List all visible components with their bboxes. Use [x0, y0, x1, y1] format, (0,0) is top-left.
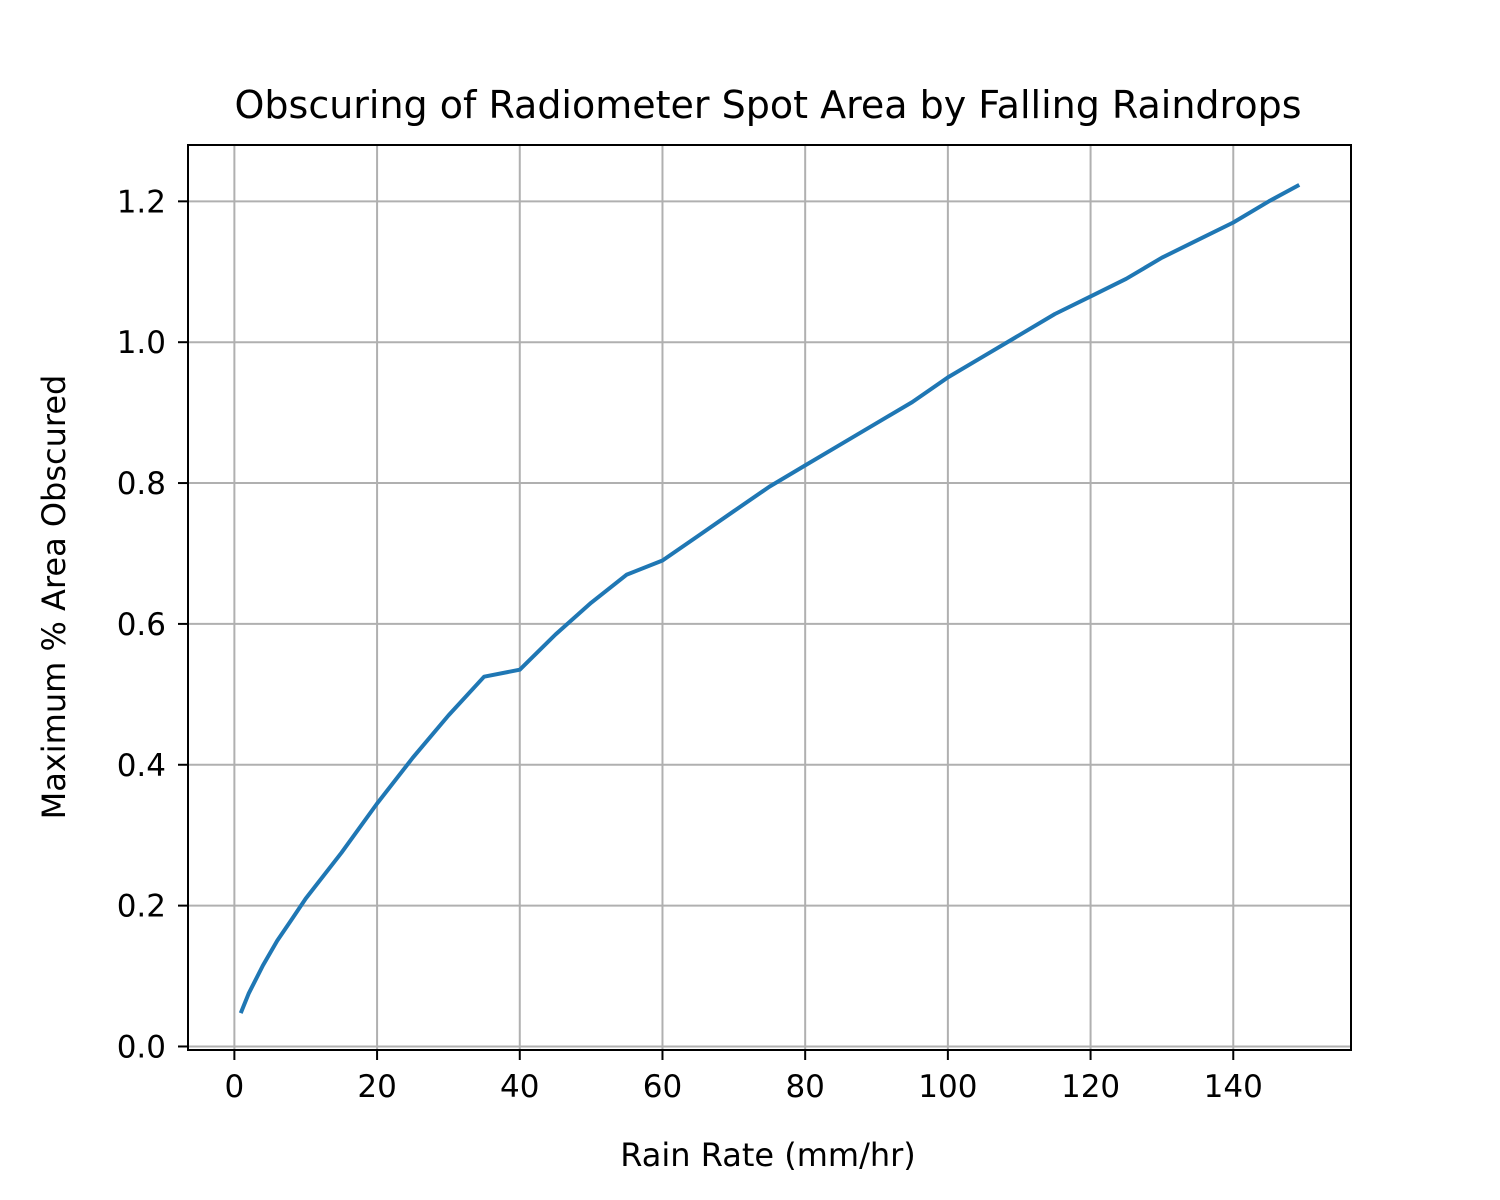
y-axis-label: Maximum % Area Obscured — [35, 375, 73, 820]
y-tick-label: 0.4 — [117, 748, 166, 784]
x-tick-label: 40 — [500, 1069, 539, 1105]
y-tick-label: 0.6 — [117, 607, 166, 643]
x-axis-ticks: 0 20 40 60 80 100 120 140 — [225, 1050, 1263, 1105]
x-tick-label: 20 — [357, 1069, 396, 1105]
chart-title: Obscuring of Radiometer Spot Area by Fal… — [234, 83, 1301, 127]
grid — [188, 145, 1351, 1050]
x-axis-label: Rain Rate (mm/hr) — [620, 1136, 916, 1174]
y-tick-label: 0.0 — [117, 1029, 166, 1065]
plot-frame — [187, 144, 1352, 1051]
y-tick-label: 1.2 — [117, 184, 166, 220]
y-tick-label: 0.8 — [117, 466, 166, 502]
series-layer — [238, 183, 1301, 1014]
x-tick-label: 100 — [918, 1069, 977, 1105]
y-tick-label: 0.2 — [117, 889, 166, 925]
series-line-0 — [238, 183, 1301, 1014]
x-tick-label: 140 — [1204, 1069, 1263, 1105]
x-tick-label: 120 — [1061, 1069, 1120, 1105]
x-tick-label: 0 — [225, 1069, 245, 1105]
x-tick-label: 60 — [643, 1069, 682, 1105]
y-tick-label: 1.0 — [117, 325, 166, 361]
y-axis-ticks: 0.0 0.2 0.4 0.6 0.8 1.0 1.2 — [117, 184, 188, 1065]
x-tick-label: 80 — [785, 1069, 824, 1105]
